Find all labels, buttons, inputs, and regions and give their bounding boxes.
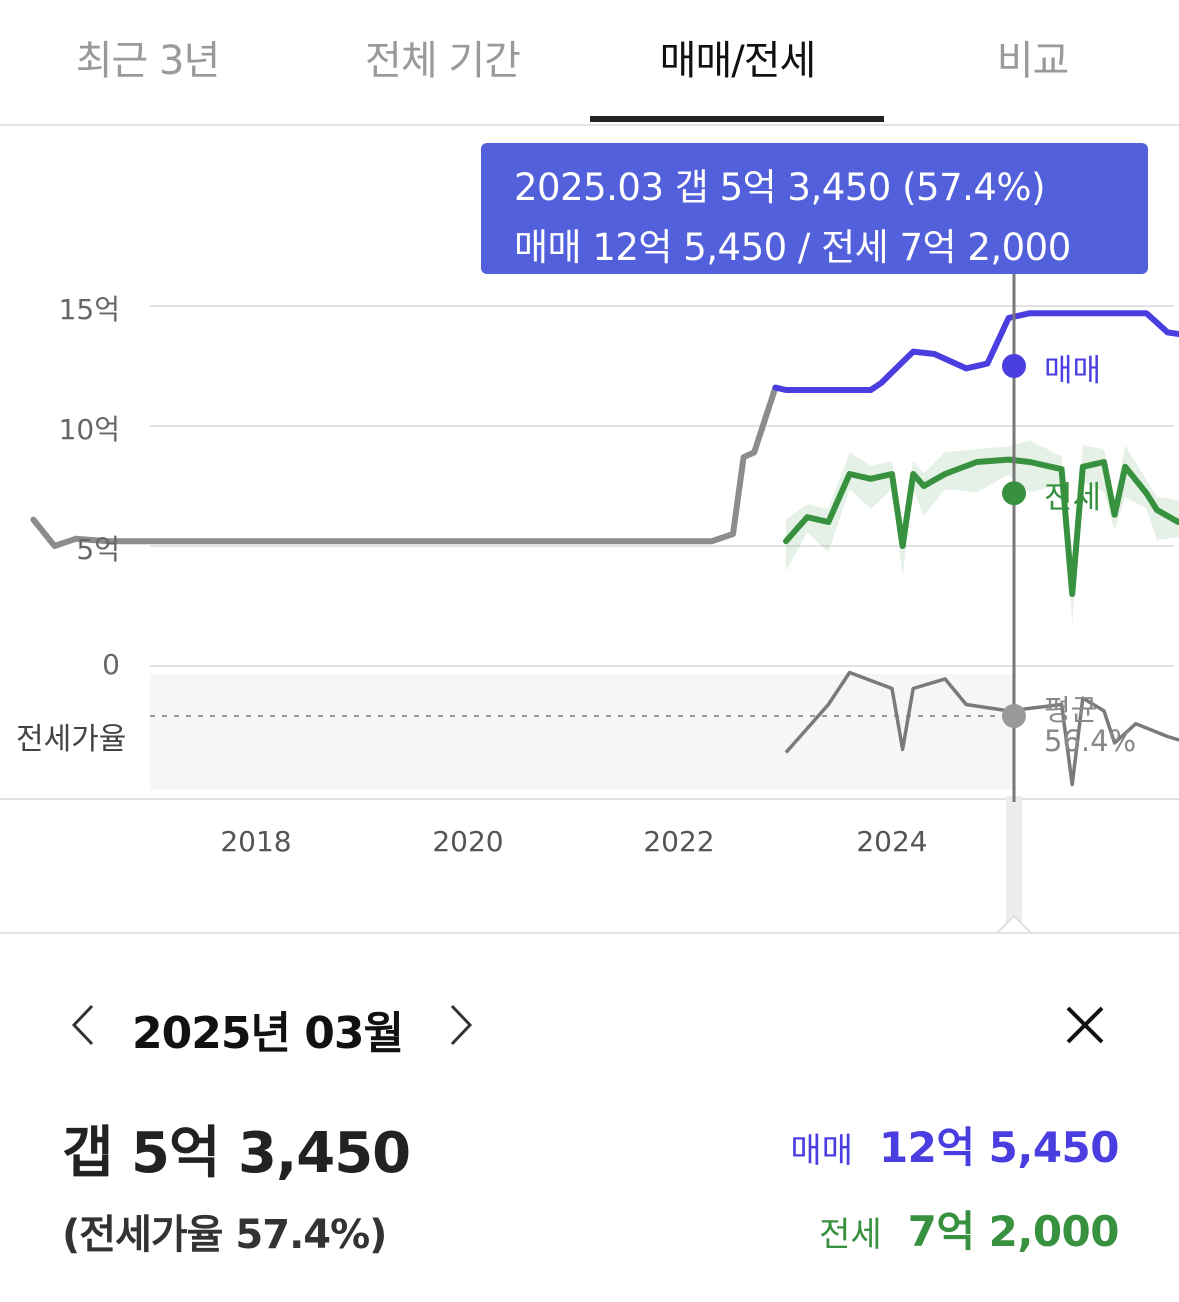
ratio-current-point — [1002, 704, 1026, 728]
jeonse-ratio: (전세가율 57.4%) — [62, 1212, 387, 1258]
sale-series-label: 매매 — [1044, 353, 1102, 389]
jeonse-series-label: 전세 — [1044, 480, 1102, 516]
selected-month: 2025년 03월 — [132, 1008, 404, 1059]
ratio-strip-background — [150, 674, 1014, 790]
tooltip-gap-line: 2025.03 갭 5억 3,450 (57.4%) — [514, 166, 1046, 209]
tab-sale-jeonse[interactable]: 매매/전세 — [659, 38, 817, 84]
price-chart[interactable]: 15억 10억 5억 0 전세가율 매매 전세 평균 56.4% 2018 20… — [0, 126, 1179, 934]
x-tick-2020: 2020 — [432, 825, 504, 858]
cursor-track — [1006, 796, 1022, 934]
jeonse-price-row: 전세 7억 2,000 — [819, 1198, 1119, 1259]
jeonse-range-band — [786, 440, 1179, 625]
jeonse-line — [783, 456, 1179, 597]
prev-month-button[interactable] — [60, 1000, 110, 1050]
tooltip-price-line: 매매 12억 5,450 / 전세 7억 2,000 — [514, 226, 1071, 269]
y-tick-0: 0 — [102, 648, 120, 681]
ratio-axis-label: 전세가율 — [16, 722, 127, 757]
chevron-right-icon — [450, 1004, 473, 1046]
chart-canvas — [0, 274, 1179, 934]
tab-all-period[interactable]: 전체 기간 — [365, 38, 521, 84]
sale-price-row: 매매 12억 5,450 — [790, 1114, 1119, 1175]
tab-bar: 최근 3년 전체 기간 매매/전세 비교 — [0, 0, 1179, 126]
next-month-button[interactable] — [436, 1000, 486, 1050]
sale-price-label: 매매 — [790, 1131, 853, 1171]
x-tick-2024: 2024 — [856, 825, 928, 858]
x-tick-2022: 2022 — [643, 825, 715, 858]
sale-current-point — [1002, 354, 1026, 378]
avg-ratio-label: 평균 — [1044, 693, 1098, 727]
close-button[interactable] — [1060, 1000, 1110, 1050]
chevron-left-icon — [71, 1004, 94, 1046]
tab-compare[interactable]: 비교 — [996, 38, 1070, 84]
y-tick-15: 15억 — [58, 293, 120, 326]
x-tick-2018: 2018 — [220, 825, 292, 858]
sale-price-value: 12억 5,450 — [878, 1123, 1120, 1172]
tab-recent-3-years[interactable]: 최근 3년 — [75, 38, 221, 84]
sale-history-line — [30, 384, 779, 549]
chart-tooltip: 2025.03 갭 5억 3,450 (57.4%) 매매 12억 5,450 … — [481, 143, 1148, 274]
detail-pointer-notch — [994, 914, 1034, 934]
sale-line — [772, 310, 1179, 393]
y-tick-10: 10억 — [58, 413, 120, 446]
gap-amount: 갭 5억 3,450 — [62, 1121, 411, 1186]
jeonse-current-point — [1002, 481, 1026, 506]
ratio-line — [784, 670, 1179, 787]
active-tab-indicator — [590, 116, 884, 122]
jeonse-price-label: 전세 — [819, 1215, 882, 1255]
avg-ratio-value: 56.4% — [1044, 724, 1137, 758]
y-tick-5: 5억 — [76, 533, 120, 566]
close-icon — [1066, 1006, 1104, 1044]
jeonse-price-value: 7억 2,000 — [907, 1207, 1120, 1256]
chart-divider — [0, 932, 1179, 934]
